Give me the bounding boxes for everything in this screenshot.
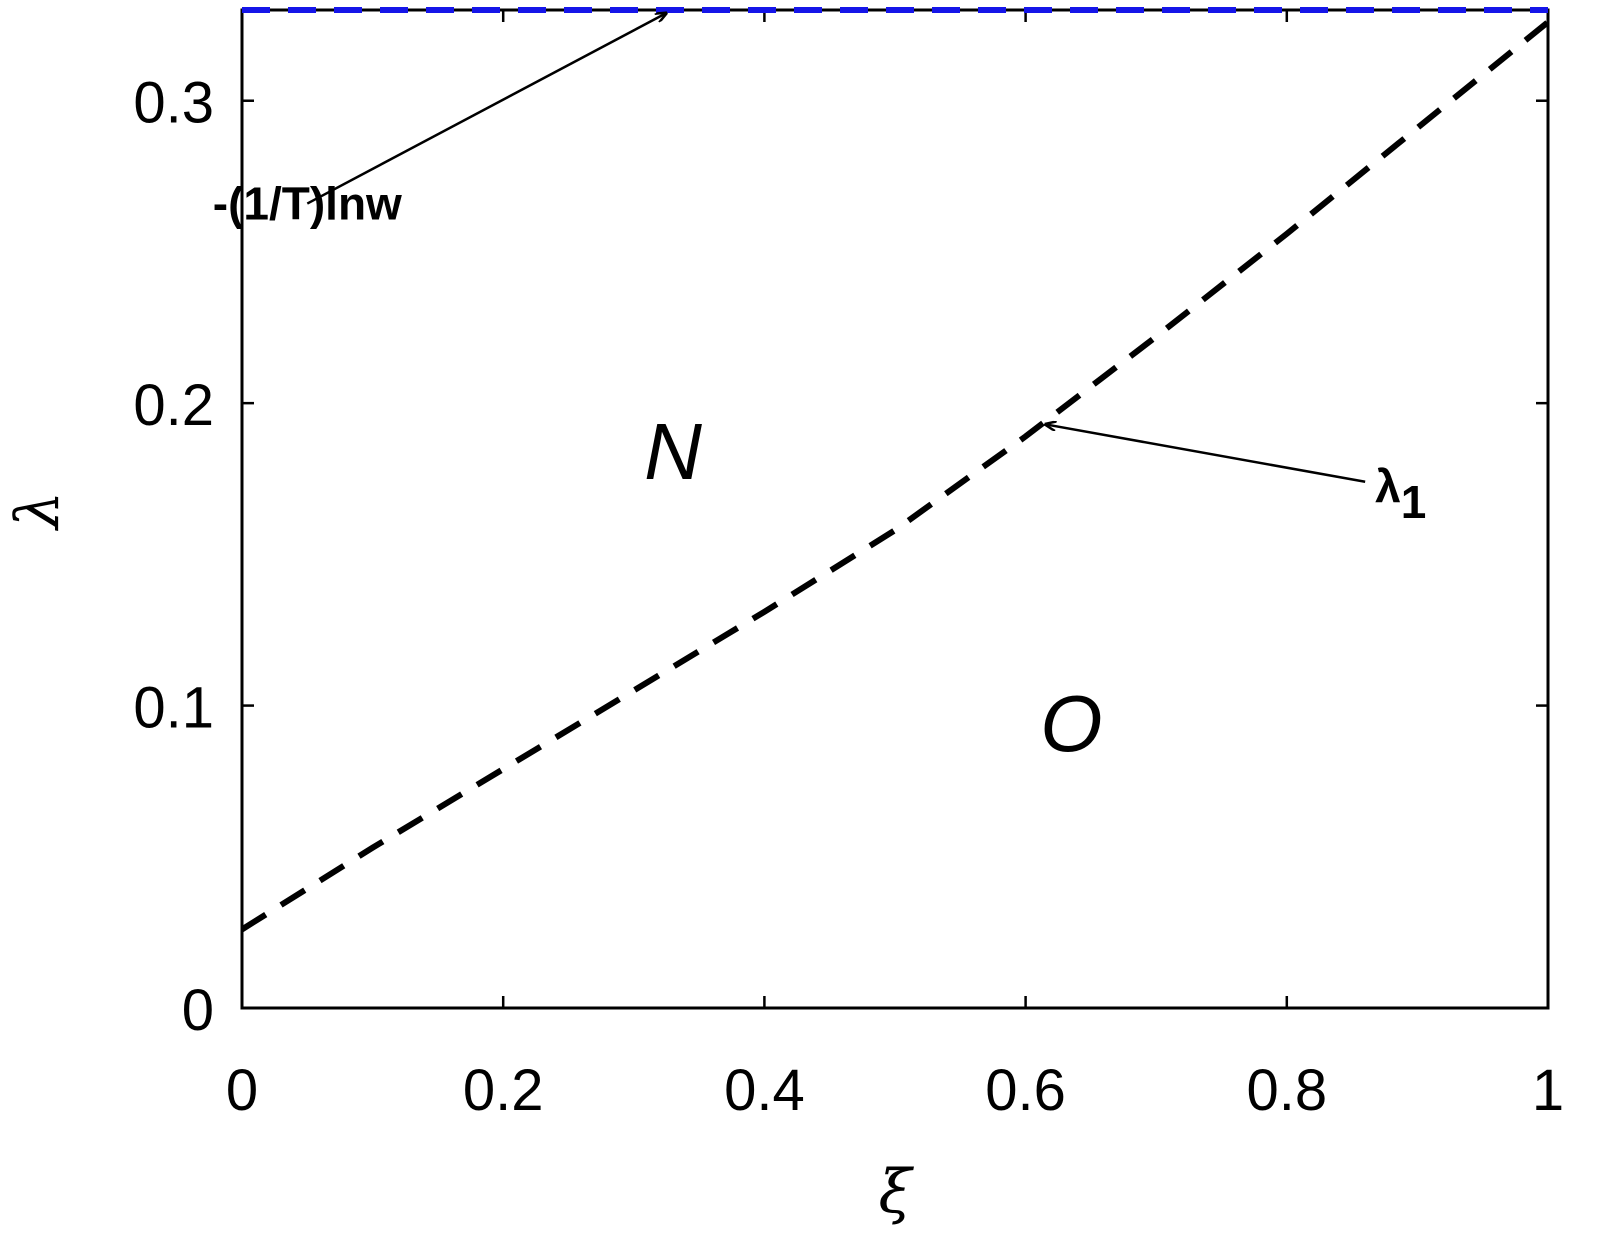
x-tick-label: 1	[1532, 1058, 1564, 1123]
annotation-arrow	[306, 13, 666, 205]
y-tick-label: 0	[182, 978, 214, 1043]
x-tick-labels: 0 0.2 0.4 0.6 0.8 1	[226, 1058, 1564, 1123]
x-tick-label: 0	[226, 1058, 258, 1123]
x-axis-title: ξ	[878, 1157, 914, 1227]
x-tick-label: 0.4	[724, 1058, 805, 1123]
y-tick-label: 0.2	[133, 373, 214, 438]
series-layer	[240, 7, 1550, 932]
x-tick-label: 0.2	[463, 1058, 544, 1123]
y-axis-title: λ	[3, 491, 73, 531]
series-lambda1-line	[240, 19, 1550, 932]
annotation-label: -(1/T)lnw	[213, 178, 402, 230]
region-label-o: O	[1040, 679, 1102, 768]
annotation-subscript: 1	[1401, 476, 1427, 528]
x-tick-label: 0.6	[985, 1058, 1066, 1123]
plot-frame	[240, 8, 1550, 1010]
tick-marks	[240, 10, 1550, 1010]
x-tick-label: 0.8	[1246, 1058, 1327, 1123]
y-tick-label: 0.3	[133, 71, 214, 136]
annotation-arrow	[1045, 424, 1366, 484]
y-tick-labels: 0 0.1 0.2 0.3	[133, 71, 214, 1043]
annotation-label: λ1	[1375, 460, 1426, 528]
region-label-n: N	[644, 407, 702, 496]
region-labels: NO	[644, 407, 1102, 768]
y-tick-label: 0.1	[133, 676, 214, 741]
